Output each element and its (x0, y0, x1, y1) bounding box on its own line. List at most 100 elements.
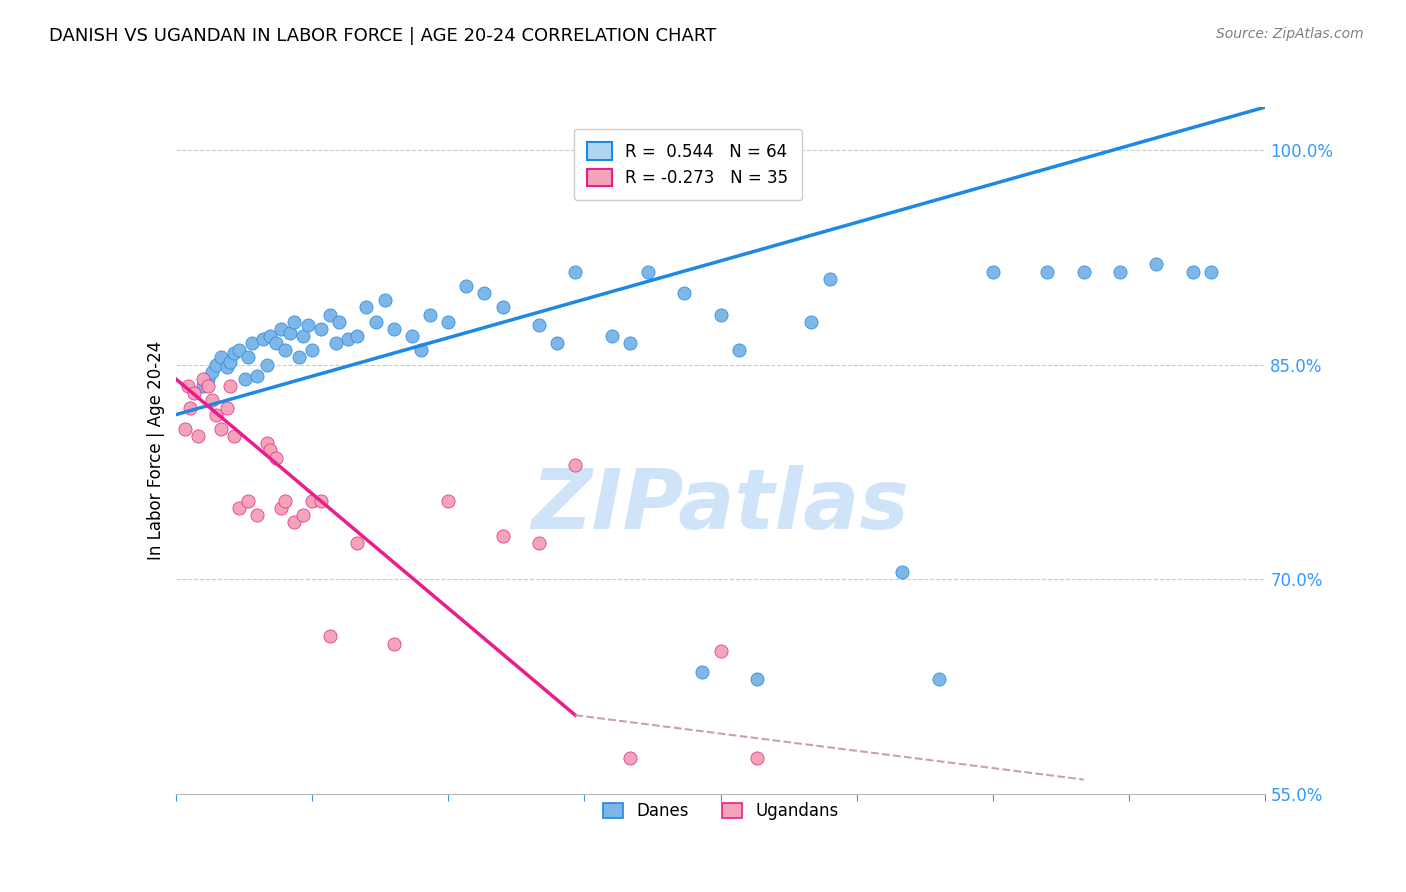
Point (204, 358, 226, 372)
Point (238, 351, 260, 365)
Point (409, 343, 432, 358)
Legend: Danes, Ugandans: Danes, Ugandans (596, 796, 845, 827)
Point (191, 372, 214, 386)
Point (527, 318, 550, 332)
Point (673, 286, 696, 301)
Point (337, 332, 360, 346)
Point (981, 264, 1004, 278)
Point (710, 308, 733, 322)
Point (564, 264, 586, 278)
Point (1146, 257, 1168, 271)
Point (274, 343, 297, 358)
Point (219, 379, 242, 393)
Point (319, 630, 342, 644)
Point (727, 343, 749, 358)
Point (401, 329, 423, 343)
Point (325, 336, 347, 351)
Point (256, 358, 278, 372)
Point (1073, 264, 1095, 278)
Point (419, 308, 441, 322)
Point (228, 343, 250, 358)
Point (201, 365, 224, 379)
Point (209, 422, 232, 436)
Point (233, 372, 256, 386)
Point (374, 293, 396, 308)
Point (328, 315, 350, 329)
Point (492, 301, 515, 315)
Point (274, 493, 297, 508)
Y-axis label: In Labor Force | Age 20-24: In Labor Force | Age 20-24 (146, 341, 165, 560)
Point (291, 329, 314, 343)
Point (283, 515, 305, 529)
Point (309, 493, 332, 508)
Point (219, 355, 242, 369)
Point (492, 529, 515, 543)
Point (270, 322, 292, 336)
Point (179, 401, 201, 415)
Point (928, 673, 950, 687)
Point (1199, 264, 1222, 278)
Point (600, 329, 623, 343)
Point (474, 286, 496, 301)
Text: Source: ZipAtlas.com: Source: ZipAtlas.com (1216, 27, 1364, 41)
Point (297, 318, 319, 332)
Point (456, 279, 478, 293)
Point (186, 429, 209, 443)
Point (619, 336, 641, 351)
Point (637, 264, 659, 278)
Point (346, 329, 368, 343)
Point (382, 322, 405, 336)
Point (222, 429, 245, 443)
Point (252, 332, 274, 346)
Point (240, 336, 263, 351)
Point (437, 315, 460, 329)
Point (191, 379, 214, 393)
Point (745, 673, 768, 687)
Point (197, 379, 219, 393)
Point (246, 369, 269, 384)
Point (270, 500, 292, 515)
Text: DANISH VS UGANDAN IN LABOR FORCE | AGE 20-24 CORRELATION CHART: DANISH VS UGANDAN IN LABOR FORCE | AGE 2… (49, 27, 717, 45)
Point (256, 436, 278, 450)
Point (1036, 264, 1059, 278)
Point (291, 508, 314, 522)
Point (215, 360, 238, 375)
Point (259, 443, 281, 458)
Point (246, 508, 269, 522)
Point (173, 422, 195, 436)
Point (1181, 264, 1204, 278)
Point (201, 393, 224, 408)
Point (264, 450, 287, 465)
Point (364, 315, 387, 329)
Point (215, 401, 238, 415)
Point (818, 271, 841, 285)
Point (745, 751, 768, 765)
Point (309, 322, 332, 336)
Point (891, 565, 914, 579)
Point (346, 536, 368, 550)
Point (278, 326, 301, 340)
Point (710, 644, 733, 658)
Point (209, 351, 232, 365)
Point (319, 308, 342, 322)
Point (259, 329, 281, 343)
Point (692, 665, 714, 680)
Point (288, 351, 311, 365)
Point (197, 372, 219, 386)
Point (800, 315, 823, 329)
Point (619, 751, 641, 765)
Point (301, 343, 323, 358)
Text: ZIPatlas: ZIPatlas (531, 465, 910, 546)
Point (238, 493, 260, 508)
Point (546, 336, 568, 351)
Point (204, 408, 226, 422)
Point (301, 493, 323, 508)
Point (283, 315, 305, 329)
Point (564, 458, 586, 472)
Point (228, 500, 250, 515)
Point (183, 386, 205, 401)
Point (382, 637, 405, 651)
Point (177, 379, 200, 393)
Point (1109, 264, 1132, 278)
Point (356, 301, 378, 315)
